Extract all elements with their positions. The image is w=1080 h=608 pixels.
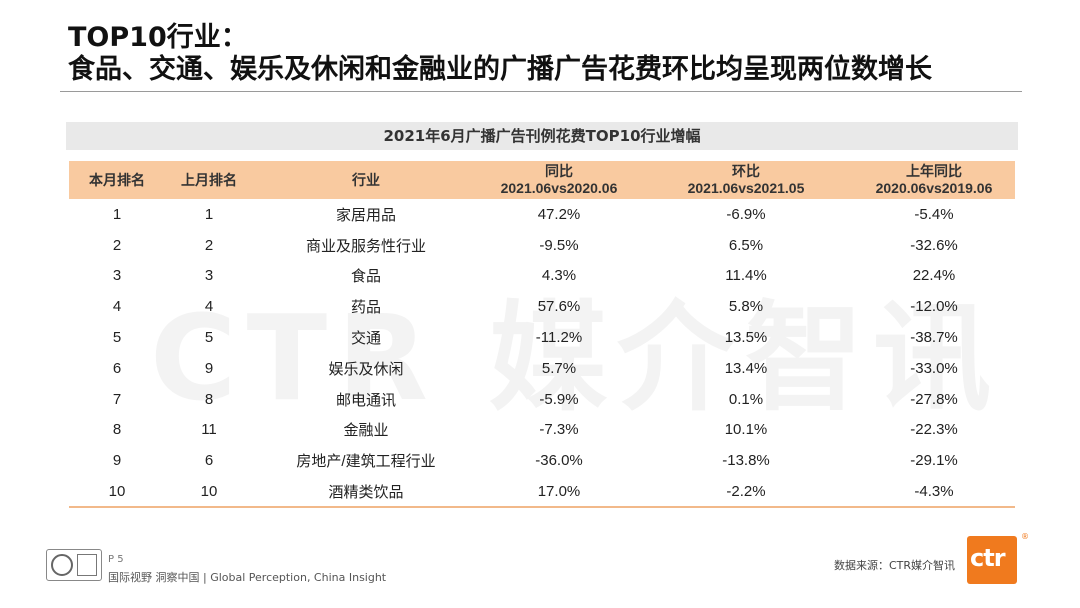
cell-industry: 商业及服务性行业 <box>305 237 426 255</box>
watermark: CTR 媒介智讯 <box>150 289 1002 427</box>
cell-yoy: -7.3% <box>539 421 579 439</box>
title-line-2: 食品、交通、娱乐及休闲和金融业的广播广告花费环比均呈现两位数增长 <box>68 54 932 85</box>
cell-current-rank: 5 <box>112 329 122 347</box>
badge-icon <box>77 554 97 576</box>
title-divider <box>60 91 1022 92</box>
cell-yoy: 17.0% <box>479 476 639 508</box>
cell-last-rank: 11 <box>201 421 217 439</box>
cell-industry: 交通 <box>350 330 381 348</box>
cell-current-rank: 7 <box>112 390 122 408</box>
ctr-logo-text: ctr <box>970 544 1006 572</box>
cell-industry: 邮电通讯 <box>335 391 396 409</box>
cell-prev-yoy: -32.6% <box>910 236 958 254</box>
page-number: P 5 <box>108 554 124 565</box>
cell-current-rank: 9 <box>112 452 122 470</box>
cell-last-rank: 2 <box>204 236 214 254</box>
cell-yoy: 47.2% <box>537 205 581 223</box>
cell-last-rank: 1 <box>204 205 214 223</box>
table-row: 9 6 房地产/建筑工程行业 -36.0% -13.8% -29.1% <box>69 445 1015 476</box>
cell-last-rank: 5 <box>204 329 214 347</box>
table-row: 6 9 娱乐及休闲 5.7% 13.4% -33.0% <box>69 353 1015 384</box>
cell-prev-yoy: -12.0% <box>910 298 958 316</box>
cell-last-rank: 4 <box>204 298 214 316</box>
cell-industry: 娱乐及休闲 <box>328 360 404 378</box>
header-industry: 行业 <box>352 171 380 188</box>
header-current-rank: 本月排名 <box>89 171 145 188</box>
title-line-1: TOP10行业： <box>68 22 248 53</box>
cell-mom: -6.9% <box>726 205 766 223</box>
header-prev-yoy: 上年同比 2020.06vs2019.06 <box>875 163 993 196</box>
cell-yoy: -5.9% <box>539 390 579 408</box>
cell-mom: 0.1% <box>728 390 764 408</box>
cell-prev-yoy: 22.4% <box>912 267 956 285</box>
cell-mom: 10.1% <box>724 421 768 439</box>
cell-yoy: -36.0% <box>535 452 583 470</box>
cell-yoy: 4.3% <box>541 267 577 285</box>
data-source: 数据来源：CTR媒介智讯 <box>834 559 956 572</box>
cell-yoy: 57.6% <box>537 298 581 316</box>
cell-current-rank: 1 <box>112 205 122 223</box>
cell-yoy: -9.5% <box>539 236 579 254</box>
cell-mom: 13.5% <box>724 329 768 347</box>
table-row: 1 1 家居用品 47.2% -6.9% -5.4% <box>69 199 1015 230</box>
table-row: 5 5 交通 -11.2% 13.5% -38.7% <box>69 322 1015 353</box>
cell-last-rank: 3 <box>204 267 214 285</box>
cell-yoy: 5.7% <box>541 359 577 377</box>
table-header-row: 本月排名 上月排名 行业 同比 2021.06vs2020.06 环比 2021.0… <box>69 161 1015 199</box>
ctr-logo-icon: ctr <box>967 536 1017 584</box>
table-row: 10 10 酒精类饮品 17.0% -2.2% -4.3% <box>69 476 1015 508</box>
table-row: 4 4 药品 57.6% 5.8% -12.0% <box>69 291 1015 322</box>
cell-prev-yoy: -4.3% <box>853 476 1015 508</box>
table-row: 7 8 邮电通讯 -5.9% 0.1% -27.8% <box>69 384 1015 415</box>
cell-current-rank: 8 <box>112 421 122 439</box>
cell-current-rank: 3 <box>112 267 122 285</box>
header-yoy: 同比 2021.06vs2020.06 <box>500 163 618 196</box>
cell-last-rank: 8 <box>204 390 214 408</box>
table-row: 2 2 商业及服务性行业 -9.5% 6.5% -32.6% <box>69 230 1015 261</box>
table-row: 3 3 食品 4.3% 11.4% 22.4% <box>69 261 1015 292</box>
cell-prev-yoy: -29.1% <box>910 452 958 470</box>
cell-last-rank: 10 <box>165 476 253 508</box>
cell-mom: -13.8% <box>722 452 770 470</box>
cell-industry: 家居用品 <box>335 206 396 224</box>
cell-prev-yoy: -38.7% <box>910 329 958 347</box>
cell-mom: 5.8% <box>728 298 764 316</box>
cell-mom: 6.5% <box>728 236 764 254</box>
cell-last-rank: 9 <box>204 359 214 377</box>
cell-industry: 药品 <box>350 299 381 317</box>
cell-prev-yoy: -5.4% <box>914 205 954 223</box>
table-title: 2021年6月广播广告刊例花费TOP10行业增幅 <box>66 122 1018 150</box>
industry-table: 本月排名 上月排名 行业 同比 2021.06vs2020.06 环比 2021.0… <box>69 161 1015 508</box>
cell-current-rank: 2 <box>112 236 122 254</box>
registered-mark: ® <box>1021 532 1029 541</box>
cell-prev-yoy: -22.3% <box>910 421 958 439</box>
cell-yoy: -11.2% <box>535 329 583 347</box>
cell-prev-yoy: -33.0% <box>910 359 958 377</box>
cell-industry: 食品 <box>350 268 381 286</box>
slogan: 国际视野 洞察中国 | Global Perception, China Ins… <box>108 571 387 584</box>
cell-last-rank: 6 <box>204 452 214 470</box>
cell-current-rank: 4 <box>112 298 122 316</box>
table-row: 8 11 金融业 -7.3% 10.1% -22.3% <box>69 415 1015 446</box>
cell-industry: 金融业 <box>343 422 389 440</box>
cell-mom: -2.2% <box>639 476 853 508</box>
cell-industry: 酒精类饮品 <box>253 476 479 508</box>
table-body: 1 1 家居用品 47.2% -6.9% -5.4% 2 2 商业及服务性行业 -9.5% 6.5%… <box>69 199 1015 508</box>
cell-mom: 11.4% <box>725 267 767 285</box>
certification-logo-icon <box>46 549 102 581</box>
header-mom: 环比 2021.06vs2021.05 <box>687 163 805 196</box>
cell-mom: 13.4% <box>724 359 768 377</box>
seal-icon <box>51 554 73 576</box>
header-last-rank: 上月排名 <box>181 171 237 188</box>
cell-current-rank: 10 <box>69 476 165 508</box>
cell-industry: 房地产/建筑工程行业 <box>296 453 436 471</box>
page-title: TOP10行业： 食品、交通、娱乐及休闲和金融业的广播广告花费环比均呈现两位数增… <box>68 22 932 86</box>
cell-current-rank: 6 <box>112 359 122 377</box>
cell-prev-yoy: -27.8% <box>910 390 958 408</box>
